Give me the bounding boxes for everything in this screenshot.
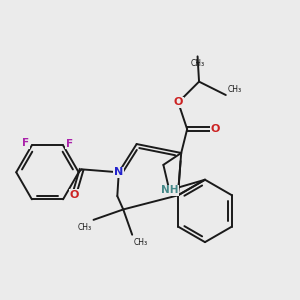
Text: NH: NH: [160, 185, 178, 195]
Text: CH₃: CH₃: [227, 85, 242, 94]
Text: F: F: [22, 138, 29, 148]
Text: CH₃: CH₃: [134, 238, 148, 247]
Text: CH₃: CH₃: [190, 59, 205, 68]
Text: O: O: [173, 98, 183, 107]
Text: CH₃: CH₃: [78, 223, 92, 232]
Text: F: F: [66, 139, 73, 149]
Text: N: N: [114, 167, 123, 177]
Text: O: O: [70, 190, 79, 200]
Text: O: O: [211, 124, 220, 134]
